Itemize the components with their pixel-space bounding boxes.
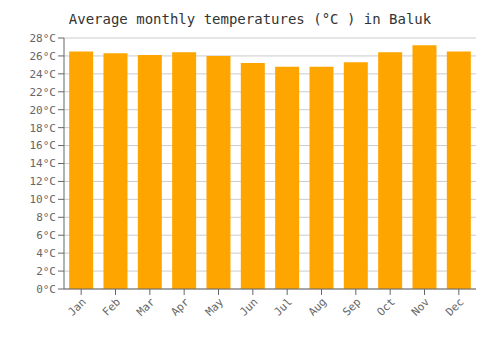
svg-text:18°C: 18°C <box>30 122 57 135</box>
svg-text:24°C: 24°C <box>30 68 57 81</box>
svg-text:Apr: Apr <box>169 295 193 319</box>
svg-text:Nov: Nov <box>409 295 433 319</box>
svg-text:Aug: Aug <box>306 295 329 318</box>
svg-text:Sep: Sep <box>340 295 363 318</box>
svg-text:16°C: 16°C <box>30 139 57 152</box>
svg-text:0°C: 0°C <box>36 283 56 296</box>
svg-text:14°C: 14°C <box>30 157 57 170</box>
svg-text:10°C: 10°C <box>30 193 57 206</box>
svg-text:Jul: Jul <box>272 295 295 318</box>
svg-text:Jan: Jan <box>66 295 89 318</box>
svg-text:Oct: Oct <box>375 295 398 318</box>
svg-text:Jun: Jun <box>237 295 260 318</box>
svg-text:8°C: 8°C <box>36 211 56 224</box>
svg-text:Feb: Feb <box>100 295 123 318</box>
svg-text:May: May <box>203 295 227 319</box>
svg-text:Mar: Mar <box>134 295 158 319</box>
svg-text:2°C: 2°C <box>36 265 56 278</box>
svg-text:Dec: Dec <box>443 295 466 318</box>
svg-text:22°C: 22°C <box>30 86 57 99</box>
svg-text:6°C: 6°C <box>36 229 56 242</box>
svg-text:4°C: 4°C <box>36 247 56 260</box>
svg-text:26°C: 26°C <box>30 50 57 63</box>
html-text:Average monthly temperatures (: Average monthly temperatures (°C ) in Ba… <box>68 11 432 27</box>
svg-text:12°C: 12°C <box>30 175 57 188</box>
svg-text:28°C: 28°C <box>30 32 57 45</box>
svg-text:20°C: 20°C <box>30 104 57 117</box>
